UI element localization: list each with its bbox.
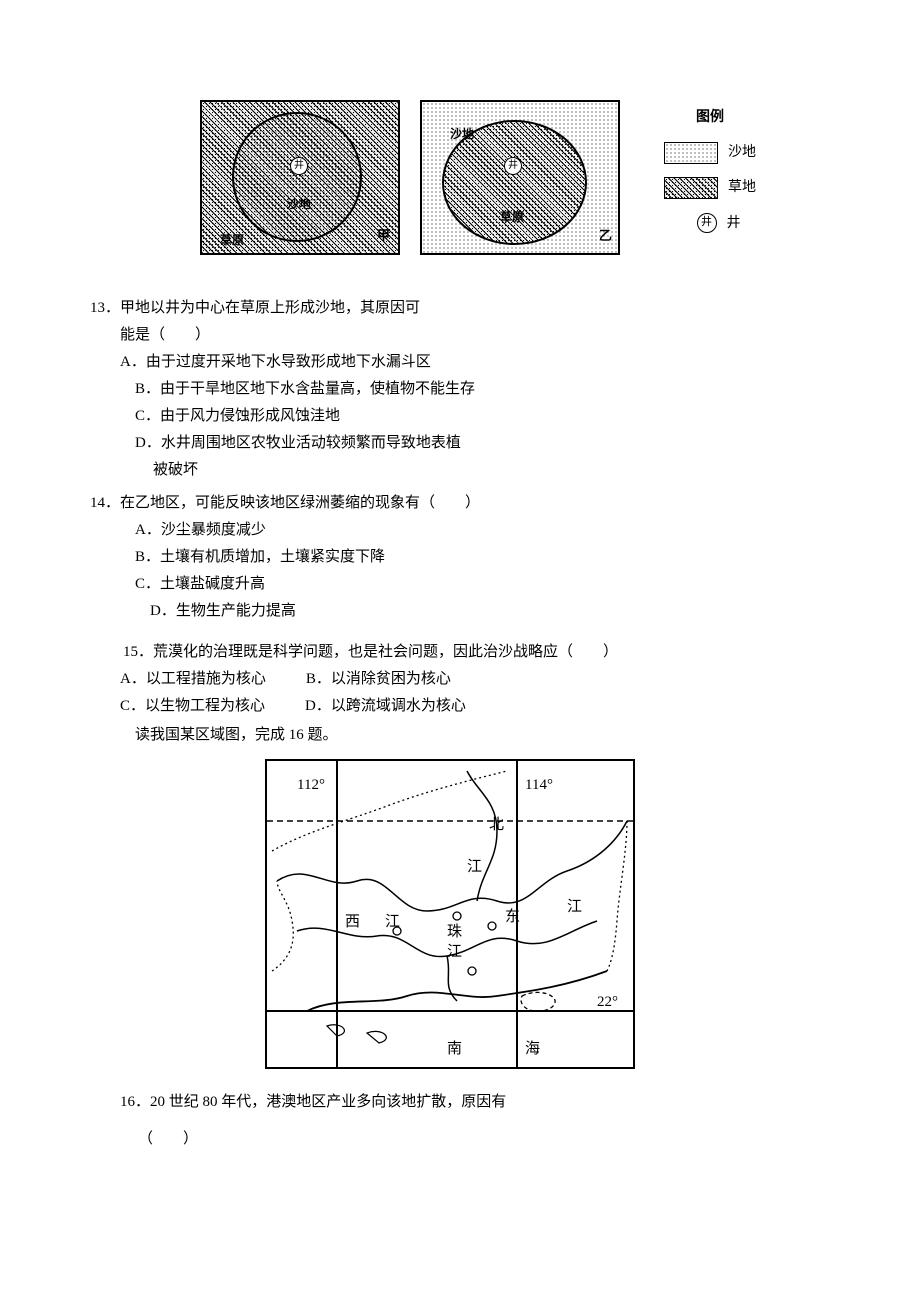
legend-swatch-well-icon: 井: [697, 213, 717, 233]
panel-a-well-char: 井: [294, 157, 304, 175]
panel-a-inner-label: 沙地: [287, 194, 311, 216]
q15-opt-b: B．以消除贫困为核心: [306, 671, 451, 687]
panel-a-well-icon: 井: [290, 157, 308, 175]
q15-opt-c: C．以生物工程为核心: [120, 698, 265, 714]
q15: 15．荒漠化的治理既是科学问题，也是社会问题，因此治沙战略应（ ） A．以工程措…: [90, 639, 830, 749]
panel-a-outer-label: 草原: [220, 230, 244, 252]
panel-b-well-char: 井: [508, 157, 518, 175]
q13-opt-d1: D．水井周围地区农牧业活动较频繁而导致地表植: [135, 430, 830, 457]
panel-a-corner: 甲: [377, 224, 390, 247]
q14-stem: 14．在乙地区，可能反映该地区绿洲萎缩的现象有（ ）: [90, 490, 830, 517]
q14: 14．在乙地区，可能反映该地区绿洲萎缩的现象有（ ） A．沙尘暴频度减少 B．土…: [90, 490, 830, 625]
figure-row: 井 沙地 草原 甲 井 沙地 草原 乙 图例 沙地 草地 井: [150, 100, 830, 255]
q16-stem: 16．20 世纪 80 年代，港澳地区产业多向该地扩散，原因有: [120, 1089, 830, 1116]
panel-a-sand-circle: [232, 112, 362, 242]
map-label-dong: 东: [505, 908, 520, 925]
q15-stem: 15．荒漠化的治理既是科学问题，也是社会问题，因此治沙战略应（ ）: [123, 639, 830, 666]
legend-row-grass: 草地: [640, 175, 780, 200]
map-lon-114: 114°: [525, 777, 553, 793]
map-svg: 112° 114° 22° 北 江 西 江 珠 江 东 江 南 海: [267, 761, 633, 1067]
map-lon-112: 112°: [297, 777, 325, 793]
q15-opt-row-ab: A．以工程措施为核心 B．以消除贫困为核心: [120, 666, 830, 693]
page: 井 沙地 草原 甲 井 沙地 草原 乙 图例 沙地 草地 井: [0, 0, 920, 1302]
q14-opt-b: B．土壤有机质增加，土壤紧实度下降: [135, 544, 830, 571]
q13-opt-d2: 被破坏: [153, 457, 830, 484]
map-label-zhu: 珠: [447, 923, 462, 940]
q15-read: 读我国某区域图，完成 16 题。: [135, 722, 830, 749]
legend-label-sand: 沙地: [728, 140, 756, 165]
q14-opt-c: C．土壤盐碱度升高: [135, 571, 830, 598]
q14-opt-d: D．生物生产能力提高: [150, 598, 830, 625]
panel-b-well-icon: 井: [504, 157, 522, 175]
legend-swatch-sand: [664, 142, 718, 164]
legend-row-well: 井 井: [640, 211, 780, 236]
map-box: 112° 114° 22° 北 江 西 江 珠 江 东 江 南 海: [265, 759, 635, 1069]
map-label-nan: 南: [447, 1040, 462, 1057]
q16-paren: （ ）: [138, 1126, 830, 1153]
map-label-hai: 海: [525, 1040, 540, 1057]
q13-stem-line1: 13．甲地以井为中心在草原上形成沙地，其原因可: [90, 295, 830, 322]
q14-opt-a: A．沙尘暴频度减少: [135, 517, 830, 544]
legend-row-sand: 沙地: [640, 140, 780, 165]
panel-b-inner-label: 草原: [500, 207, 524, 229]
q13-stem-line2: 能是（ ）: [120, 322, 830, 349]
legend-well-char: 井: [701, 213, 712, 233]
map-label-xi: 西: [345, 914, 360, 930]
panel-b-corner: 乙: [599, 224, 612, 247]
panel-a: 井 沙地 草原 甲: [200, 100, 400, 255]
panel-b-outer-label: 沙地: [450, 124, 474, 146]
q15-opt-a: A．以工程措施为核心: [120, 671, 266, 687]
map-label-bei: 北: [489, 816, 504, 833]
legend-label-well: 井: [727, 211, 741, 236]
q16: 16．20 世纪 80 年代，港澳地区产业多向该地扩散，原因有 （ ）: [90, 1089, 830, 1153]
q13-opt-a: A．由于过度开采地下水导致形成地下水漏斗区: [120, 349, 830, 376]
map-lat-22: 22°: [597, 994, 618, 1010]
q13-opt-b: B．由于干旱地区地下水含盐量高，使植物不能生存: [135, 376, 830, 403]
legend-swatch-grass: [664, 177, 718, 199]
legend-label-grass: 草地: [728, 175, 756, 200]
q15-opt-d: D．以跨流域调水为核心: [305, 698, 466, 714]
map-label-jiang2: 江: [385, 913, 400, 930]
map-label-jiang3: 江: [447, 943, 462, 960]
map-figure: 112° 114° 22° 北 江 西 江 珠 江 东 江 南 海: [70, 759, 830, 1069]
q13: 13．甲地以井为中心在草原上形成沙地，其原因可 能是（ ） A．由于过度开采地下…: [90, 295, 830, 484]
map-label-jiang1: 江: [467, 858, 482, 875]
q13-opt-c: C．由于风力侵蚀形成风蚀洼地: [135, 403, 830, 430]
panel-b: 井 沙地 草原 乙: [420, 100, 620, 255]
q15-opt-row-cd: C．以生物工程为核心 D．以跨流域调水为核心: [120, 693, 830, 720]
legend-title: 图例: [640, 105, 780, 130]
legend: 图例 沙地 草地 井 井: [640, 100, 780, 246]
map-label-jiang4: 江: [567, 898, 582, 915]
